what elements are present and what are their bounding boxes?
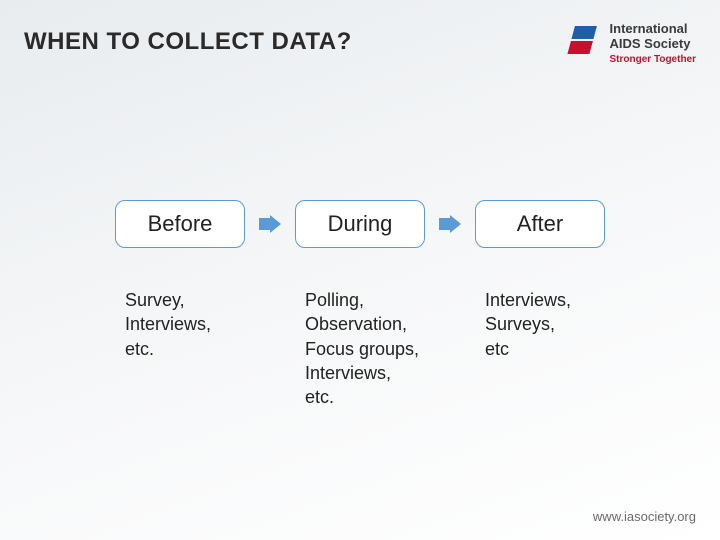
arrow-right-icon	[259, 215, 281, 233]
logo-tagline: Stronger Together	[610, 54, 696, 66]
logo-text-line2: AIDS Society	[610, 37, 696, 52]
stage-box-during: During	[295, 200, 425, 248]
arrow-1	[245, 200, 295, 248]
org-logo: International AIDS Society Stronger Toge…	[566, 22, 696, 65]
stage-during: During Polling, Observation, Focus group…	[295, 200, 425, 409]
stage-box-after: After	[475, 200, 605, 248]
arrow-right-icon	[439, 215, 461, 233]
stage-box-before: Before	[115, 200, 245, 248]
stage-after: After Interviews, Surveys, etc	[475, 200, 605, 361]
stage-before: Before Survey, Interviews, etc.	[115, 200, 245, 361]
footer-url: www.iasociety.org	[593, 509, 696, 524]
data-collection-flow: Before Survey, Interviews, etc. During P…	[0, 200, 720, 409]
stage-desc-during: Polling, Observation, Focus groups, Inte…	[295, 288, 419, 409]
stage-desc-before: Survey, Interviews, etc.	[115, 288, 211, 361]
page-title: WHEN TO COLLECT DATA?	[24, 28, 352, 56]
arrow-2	[425, 200, 475, 248]
stage-desc-after: Interviews, Surveys, etc	[475, 288, 571, 361]
logo-text-line1: International	[610, 22, 696, 37]
logo-mark-icon	[566, 22, 602, 63]
